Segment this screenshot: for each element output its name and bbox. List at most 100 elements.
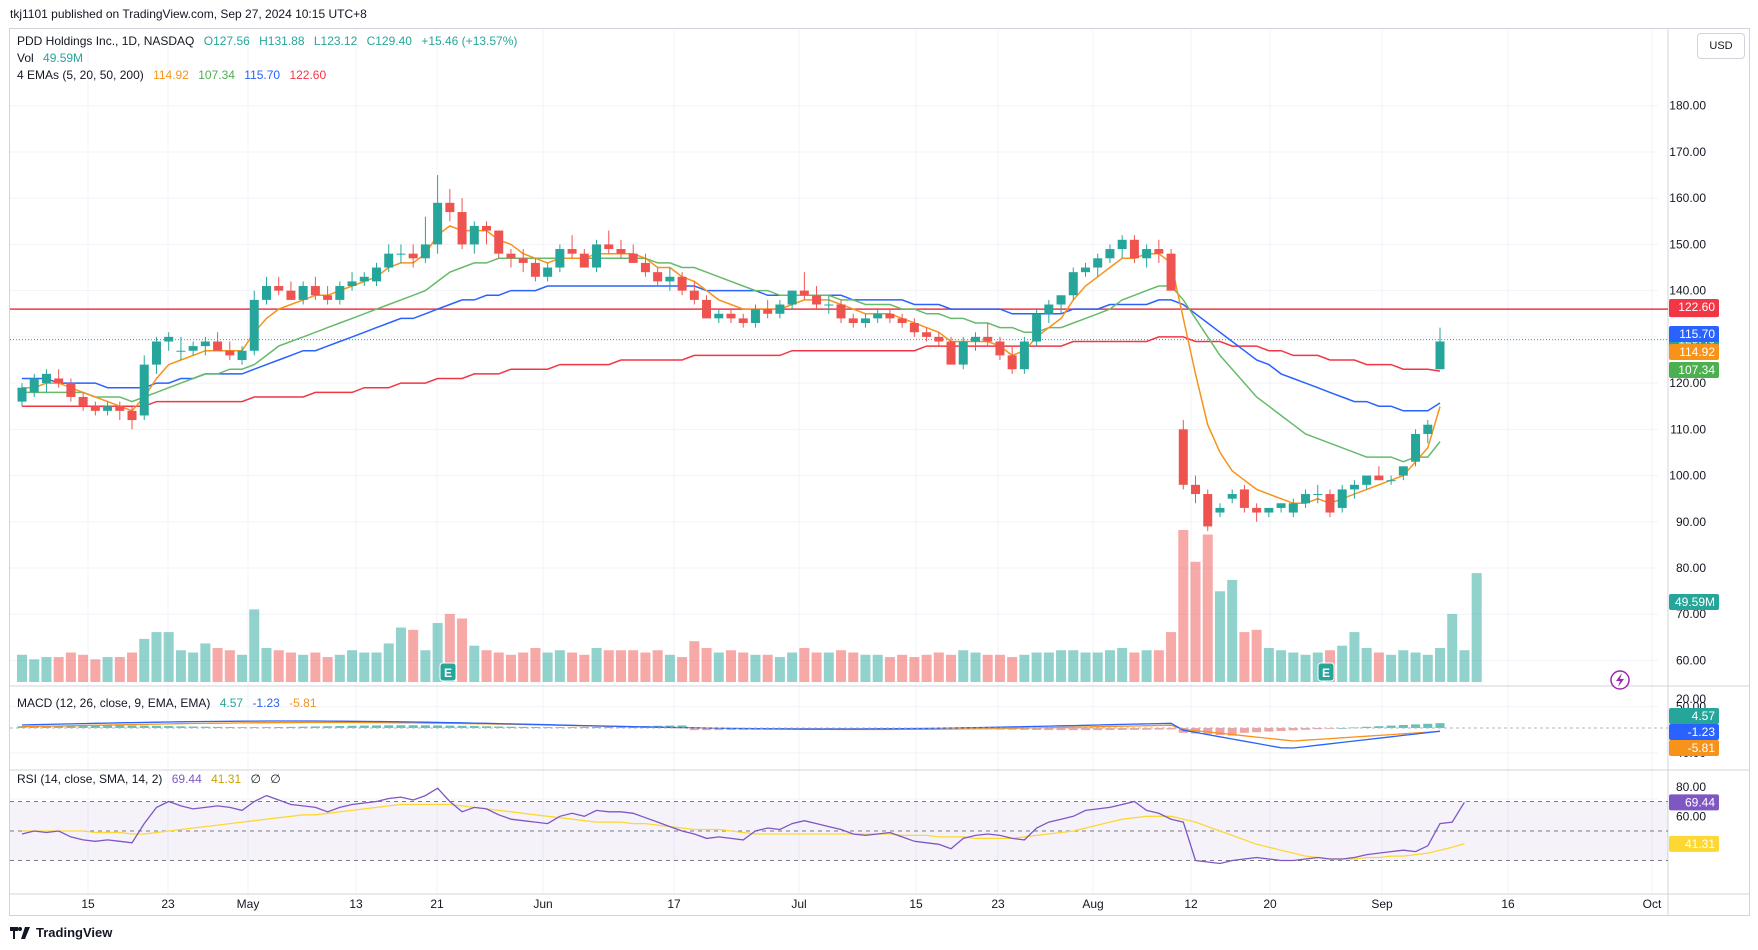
ema-price-badge: 115.70 bbox=[1669, 326, 1719, 342]
earnings-marker-icon: E bbox=[1317, 662, 1335, 682]
volume-bar bbox=[1373, 652, 1384, 682]
currency-button[interactable]: USD bbox=[1697, 33, 1745, 59]
candle-body bbox=[665, 276, 675, 282]
volume-bar bbox=[628, 650, 639, 682]
volume-bar bbox=[114, 657, 125, 682]
volume-bar bbox=[1337, 645, 1348, 682]
volume-bar bbox=[1398, 650, 1409, 682]
macd-hist-bar bbox=[518, 726, 528, 728]
volume-bar bbox=[371, 652, 382, 682]
x-tick-label: 12 bbox=[1184, 897, 1198, 911]
rsi-ma-line bbox=[22, 803, 1465, 860]
candle-body bbox=[506, 253, 516, 259]
macd-hist-bar bbox=[1301, 728, 1311, 730]
rsi-layer bbox=[10, 787, 1668, 865]
footer-brand[interactable]: TradingView bbox=[10, 925, 112, 940]
volume-bar bbox=[237, 654, 248, 682]
candle-body bbox=[714, 313, 724, 319]
legend-high: H131.88 bbox=[259, 34, 305, 48]
volume-bar bbox=[90, 659, 101, 682]
macd-hist-bar bbox=[1129, 728, 1139, 730]
axis-labels: 180.00170.00160.00150.00140.00130.00120.… bbox=[81, 99, 1706, 911]
macd-hist-bar bbox=[396, 725, 406, 728]
legend-ema-label[interactable]: 4 EMAs (5, 20, 50, 200) bbox=[17, 68, 144, 82]
macd-layer bbox=[10, 720, 1668, 749]
volume-bar bbox=[261, 647, 272, 682]
macd-hist-bar bbox=[567, 727, 577, 728]
volume-bar bbox=[664, 654, 675, 682]
candle-body bbox=[946, 341, 956, 365]
macd-value-badge-text: -5.81 bbox=[1688, 741, 1716, 755]
volume-bar bbox=[29, 659, 40, 682]
volume-bar bbox=[603, 650, 614, 682]
macd-title[interactable]: MACD (12, 26, close, 9, EMA, EMA) bbox=[17, 696, 211, 710]
x-tick-label: 20 bbox=[1263, 897, 1277, 911]
ema50-line bbox=[22, 285, 1441, 412]
volume-bar bbox=[1178, 530, 1189, 682]
ema-price-badge: 107.34 bbox=[1669, 362, 1719, 378]
volume-bar bbox=[1386, 654, 1397, 682]
candle-body bbox=[127, 410, 137, 421]
candle-body bbox=[604, 244, 614, 250]
macd-hist-bar bbox=[579, 727, 589, 728]
candle-body bbox=[249, 299, 259, 351]
macd-hist-bar bbox=[310, 726, 320, 728]
y-tick-label: 160.00 bbox=[1669, 191, 1706, 205]
candle-body bbox=[384, 253, 394, 268]
macd-value-badge: 4.57 bbox=[1669, 708, 1719, 724]
volume-bar bbox=[1227, 579, 1238, 682]
volume-bar bbox=[1459, 650, 1470, 682]
volume-bar bbox=[493, 652, 504, 682]
volume-bar bbox=[836, 650, 847, 682]
volume-bar bbox=[811, 652, 822, 682]
macd-hist-bar bbox=[1105, 728, 1115, 731]
macd-hist-bar bbox=[1166, 728, 1176, 730]
macd-hist-bar bbox=[1203, 728, 1213, 735]
volume-bar bbox=[762, 654, 773, 682]
volume-bar bbox=[1141, 650, 1152, 682]
volume-bar bbox=[334, 654, 345, 682]
candle-body bbox=[799, 290, 809, 296]
candle-body bbox=[469, 225, 479, 245]
candle-body bbox=[909, 323, 919, 333]
macd-hist-bar bbox=[54, 725, 64, 728]
legend-vol-label[interactable]: Vol bbox=[17, 51, 34, 65]
x-tick-label: May bbox=[237, 897, 260, 911]
candle-body bbox=[115, 406, 125, 411]
y-tick-label: 110.00 bbox=[1670, 422, 1706, 436]
earnings-marker-glyph: E bbox=[444, 666, 452, 680]
macd-hist-bar bbox=[1252, 728, 1262, 733]
macd-hist-bar bbox=[78, 725, 88, 728]
earnings-marker-glyph: E bbox=[1322, 666, 1330, 680]
macd-value-badge: -5.81 bbox=[1669, 740, 1719, 756]
legend-title[interactable]: PDD Holdings Inc., 1D, NASDAQ bbox=[17, 34, 195, 48]
macd-hist-bar bbox=[604, 726, 614, 728]
macd-hist-bar bbox=[127, 725, 137, 728]
volume-bar bbox=[1410, 652, 1421, 682]
volume-bar bbox=[408, 629, 419, 682]
y-tick-label: 100.00 bbox=[1669, 469, 1706, 483]
volume-bar bbox=[41, 657, 52, 682]
candle-body bbox=[616, 249, 626, 254]
ema20-line bbox=[22, 257, 1441, 463]
ema-price-badge-bg bbox=[1669, 299, 1719, 315]
rsi-title[interactable]: RSI (14, close, SMA, 14, 2) bbox=[17, 772, 163, 786]
candle-body bbox=[812, 295, 822, 305]
event-lightning-bolt bbox=[1616, 673, 1624, 687]
macd-hist-bar bbox=[115, 725, 125, 728]
candle-body bbox=[286, 290, 296, 300]
candle-body bbox=[1154, 249, 1164, 254]
macd-hist-bar bbox=[1032, 728, 1042, 731]
candle-body bbox=[164, 336, 174, 342]
y-tick-label: 80.00 bbox=[1676, 561, 1706, 575]
macd-hist-bar bbox=[445, 725, 455, 728]
volume-bar bbox=[224, 650, 235, 682]
volume-bar bbox=[1190, 561, 1201, 682]
candle-body bbox=[848, 318, 858, 324]
macd-hist-bar bbox=[616, 726, 626, 728]
macd-hist-bar bbox=[237, 727, 247, 728]
x-tick-label: 17 bbox=[667, 897, 681, 911]
legend-change: +15.46 (+13.57%) bbox=[421, 34, 518, 48]
candle-body bbox=[726, 313, 736, 319]
